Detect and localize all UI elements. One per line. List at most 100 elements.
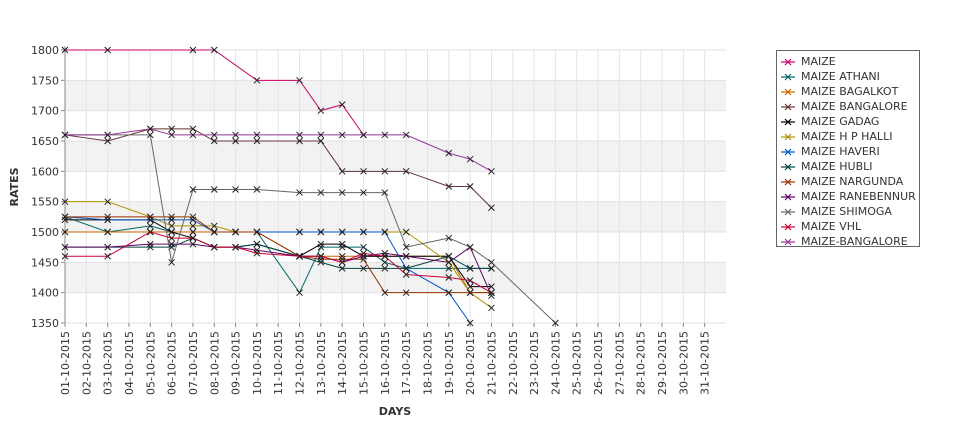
x-tick-label: 07-10-2015 [187,331,200,395]
data-point-marker [445,274,453,281]
series-maize-bangalore [61,125,495,175]
data-point-marker [552,319,559,327]
data-point-marker [61,228,69,236]
data-point-marker [381,289,389,297]
legend-swatch-icon [781,73,795,81]
data-point-marker [402,167,410,175]
data-point-marker [488,167,495,175]
data-point-marker [488,283,495,290]
data-point-marker [168,125,175,133]
data-point-marker [402,228,410,236]
data-point-marker [296,76,303,84]
legend-item: MAIZE BANGALORE [777,99,921,114]
data-point-marker [104,46,111,54]
data-point-marker [466,277,474,284]
x-tick-label: 02-10-2015 [80,331,93,395]
legend-label: MAIZE HAVERI [801,145,880,158]
data-point-marker [189,213,197,221]
y-tick-label: 1350 [31,317,59,330]
data-point-marker [445,183,453,190]
legend-swatch-icon [781,238,795,246]
legend-label: MAIZE NARGUNDA [801,175,904,188]
x-tick-label: 05-10-2015 [144,331,157,395]
x-tick-label: 18-10-2015 [421,331,434,395]
legend-item: MAIZE VHL [777,219,921,234]
data-point-marker [104,228,111,236]
data-point-marker [104,243,111,251]
legend-item: MAIZE SHIMOGA [777,204,921,219]
data-point-marker [381,249,389,257]
legend: MAIZE MAIZE ATHANI MAIZE BAGALKOT MAIZE BAN… [776,50,921,249]
data-point-marker [381,131,389,139]
data-point-marker [168,240,175,248]
data-point-marker [61,243,69,251]
y-tick-label: 1450 [31,256,59,269]
data-point-marker [445,234,453,242]
x-tick-label: 09-10-2015 [230,331,243,395]
data-point-marker [466,283,474,290]
data-point-marker [402,252,410,260]
x-tick-label: 24-10-2015 [549,331,562,395]
data-point-marker [232,186,239,193]
data-point-marker [232,228,239,236]
x-tick-label: 16-10-2015 [379,331,392,395]
x-tick-label: 08-10-2015 [208,331,221,395]
data-point-marker [61,213,69,221]
data-point-marker [402,131,410,139]
data-point-marker [360,228,367,236]
data-point-marker [317,189,325,196]
x-tick-label: 28-10-2015 [635,331,648,395]
data-point-marker [253,137,261,145]
legend-label: MAIZE-BANGALORE [801,235,908,248]
data-point-marker [317,107,325,115]
legend-label: MAIZE SHIMOGA [801,205,892,218]
x-tick-label: 26-10-2015 [592,331,605,395]
data-point-marker [61,198,69,206]
data-point-marker [381,258,389,266]
legend-swatch-icon [781,163,795,171]
data-point-marker [168,216,175,224]
legend-label: MAIZE [801,55,836,68]
y-tick-label: 1650 [31,135,59,148]
legend-swatch-icon [781,88,795,96]
data-point-marker [488,304,495,312]
data-point-marker [210,228,218,236]
data-point-marker [488,289,495,297]
data-point-marker [168,228,175,236]
data-point-marker [210,243,218,251]
x-tick-label: 29-10-2015 [656,331,669,395]
y-axis-title: RATES [8,167,21,206]
data-point-marker [189,240,197,248]
data-point-marker [210,222,218,230]
grid-bands [65,80,726,293]
x-axis-title: DAYS [379,405,412,418]
data-point-marker [338,252,346,260]
data-point-marker [338,258,346,266]
data-point-marker [445,149,453,157]
data-point-marker [360,189,367,196]
data-point-marker [445,252,453,260]
data-point-marker [381,189,389,196]
data-point-marker [61,46,69,54]
data-point-marker [381,252,389,260]
data-point-marker [210,137,218,145]
x-tick-label: 01-10-2015 [59,331,72,395]
x-tick-label: 27-10-2015 [613,331,626,395]
data-point-marker [338,189,346,196]
legend-item: MAIZE BAGALKOT [777,84,921,99]
data-point-marker [466,265,474,272]
data-point-marker [402,271,410,278]
data-point-marker [189,131,197,139]
data-point-marker [104,137,111,145]
data-point-marker [253,249,261,257]
data-point-marker [146,222,154,230]
data-point-marker [360,265,367,272]
legend-item: MAIZE-BANGALORE [777,234,921,249]
legend-item: MAIZE HAVERI [777,144,921,159]
y-tick-label: 1600 [31,165,59,178]
data-point-marker [146,228,154,236]
legend-label: MAIZE VHL [801,220,862,233]
data-point-marker [360,131,367,139]
data-point-marker [338,228,346,236]
data-point-marker [189,46,197,54]
